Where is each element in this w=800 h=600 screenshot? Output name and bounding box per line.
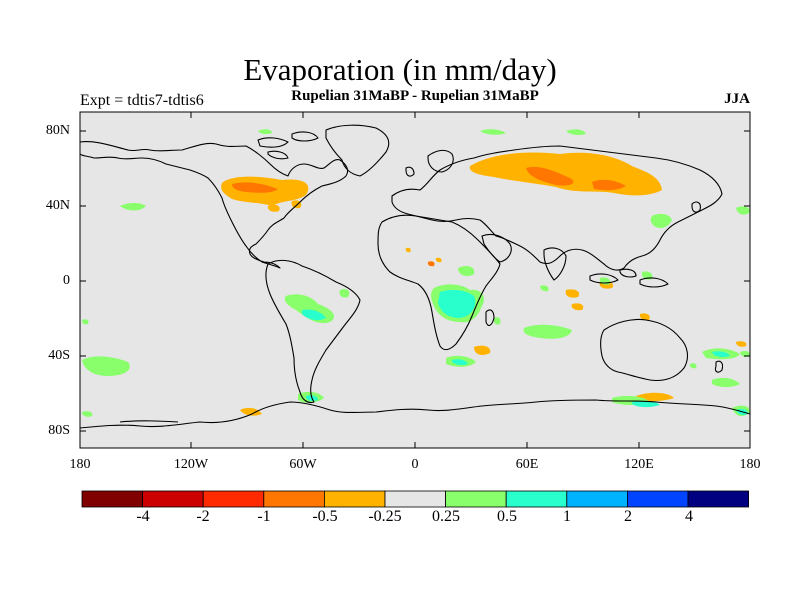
colorbar-label: 0.25 [432,508,460,525]
colorbar-label: -1 [257,508,271,525]
lat-label-80n: 80N [45,123,70,138]
map-background [80,112,750,448]
colorbar-label: -0.5 [312,508,338,525]
colorbar [81,490,749,508]
lat-label-40n: 40N [45,198,70,213]
lon-label-180e: 180 [739,457,761,472]
lat-label-40s: 40S [48,348,70,363]
coastlines [80,124,750,429]
negative-anomaly-patches [221,152,747,416]
season-label: JJA [724,91,750,107]
lon-label-180w: 180 [69,457,91,472]
colorbar-label: 4 [685,508,693,525]
colorbar-label: -0.25 [368,508,402,525]
colorbar-swatch [142,490,204,508]
plot-subtitle: Rupelian 31MaBP - Rupelian 31MaBP [291,88,539,104]
colorbar-swatch [384,490,446,508]
colorbar-label: -4 [136,508,150,525]
lon-label-60w: 60W [289,457,317,472]
lon-label-120e: 120E [624,457,654,472]
colorbar-label: 0.5 [497,508,517,525]
colorbar-swatch [627,490,689,508]
colorbar-swatch [445,490,507,508]
lon-label-60e: 60E [515,457,539,472]
positive-anomaly-patches [82,129,750,417]
axis-ticks [80,112,750,448]
colorbar-swatch [202,490,265,508]
colorbar-swatch [81,490,143,508]
experiment-label: Expt = tdtis7-tdtis6 [80,92,204,109]
colorbar-swatch [566,490,628,508]
colorbar-label: -2 [196,508,210,525]
colorbar-swatch [687,490,749,508]
colorbar-swatch [263,490,325,508]
plot-title: Evaporation (in mm/day) [243,52,557,87]
lon-label-0: 0 [411,457,419,472]
lat-label-80s: 80S [48,423,70,438]
colorbar-swatch [323,490,386,508]
colorbar-label: 1 [563,508,571,525]
lon-label-120w: 120W [173,457,209,472]
colorbar-swatch [505,490,568,508]
colorbar-label: 2 [624,508,632,525]
lat-label-0: 0 [63,273,70,288]
